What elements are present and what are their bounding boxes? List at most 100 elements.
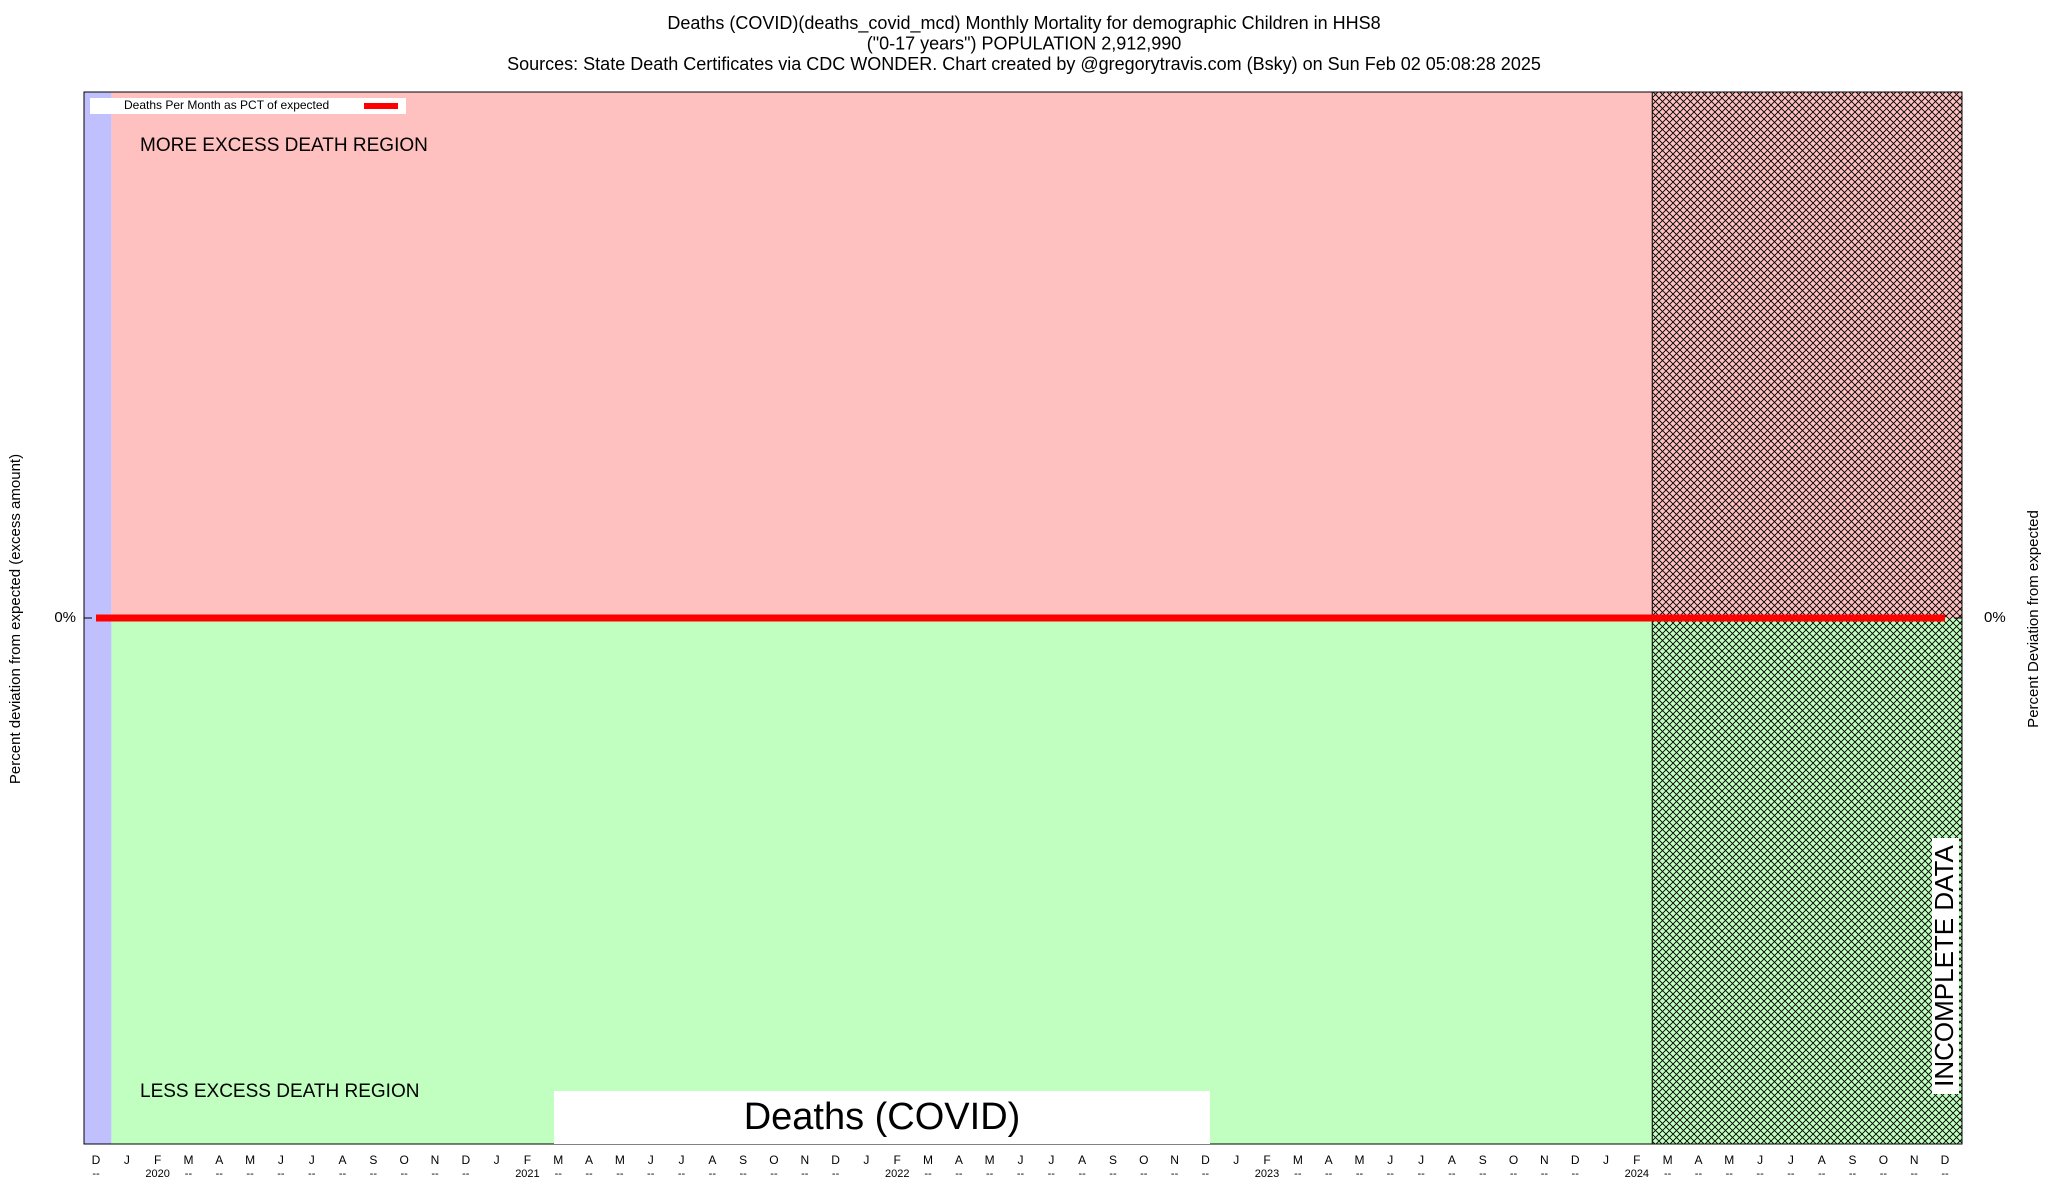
x-sublabel: -- <box>1078 1168 1086 1180</box>
x-sublabel: -- <box>431 1168 439 1180</box>
x-tick-label: D <box>1941 1153 1950 1167</box>
x-tick-label: N <box>431 1153 440 1167</box>
x-tick-label: J <box>863 1153 869 1167</box>
x-tick-label: A <box>215 1153 223 1167</box>
x-tick-label: N <box>1910 1153 1919 1167</box>
metric-label: Deaths (COVID) <box>744 1096 1021 1138</box>
x-tick-label: J <box>1048 1153 1054 1167</box>
x-tick-label: S <box>1109 1153 1117 1167</box>
x-sublabel: -- <box>1695 1168 1703 1180</box>
x-tick-label: A <box>1818 1153 1826 1167</box>
x-tick-label: M <box>1663 1153 1673 1167</box>
x-tick-label: A <box>1325 1153 1333 1167</box>
x-tick-label: M <box>1354 1153 1364 1167</box>
x-tick-label: J <box>309 1153 315 1167</box>
x-sublabel: -- <box>1479 1168 1487 1180</box>
x-tick-label: M <box>985 1153 995 1167</box>
x-sublabel: -- <box>1140 1168 1148 1180</box>
x-tick-label: S <box>739 1153 747 1167</box>
x-tick-label: M <box>553 1153 563 1167</box>
x-sublabel: -- <box>185 1168 193 1180</box>
x-sublabel: 2020 <box>145 1168 169 1180</box>
x-tick-label: J <box>679 1153 685 1167</box>
x-sublabel: -- <box>1448 1168 1456 1180</box>
x-sublabel: -- <box>1171 1168 1179 1180</box>
x-sublabel: -- <box>924 1168 932 1180</box>
x-tick-label: S <box>1479 1153 1487 1167</box>
x-sublabel: -- <box>1756 1168 1764 1180</box>
x-tick-label: F <box>154 1153 161 1167</box>
x-tick-label: J <box>648 1153 654 1167</box>
x-tick-label: F <box>1263 1153 1270 1167</box>
y2-axis-label: Percent Deviation from expected <box>2025 510 2042 728</box>
x-tick-label: D <box>92 1153 101 1167</box>
x-tick-label: F <box>1633 1153 1640 1167</box>
x-tick-label: J <box>1018 1153 1024 1167</box>
x-sublabel: -- <box>277 1168 285 1180</box>
x-tick-label: S <box>1849 1153 1857 1167</box>
x-sublabel: -- <box>1356 1168 1364 1180</box>
metric-box <box>554 1091 1210 1144</box>
x-tick-label: J <box>494 1153 500 1167</box>
x-sublabel: -- <box>1787 1168 1795 1180</box>
x-sublabel: -- <box>308 1168 316 1180</box>
x-tick-label: O <box>1139 1153 1148 1167</box>
x-sublabel: -- <box>1849 1168 1857 1180</box>
x-tick-label: J <box>1788 1153 1794 1167</box>
x-tick-label: M <box>1293 1153 1303 1167</box>
x-sublabel: -- <box>1048 1168 1056 1180</box>
x-tick-label: N <box>1540 1153 1549 1167</box>
x-tick-label: A <box>955 1153 963 1167</box>
x-sublabel: -- <box>678 1168 686 1180</box>
x-tick-label: J <box>124 1153 130 1167</box>
x-sublabel: -- <box>832 1168 840 1180</box>
x-sublabel: -- <box>555 1168 563 1180</box>
x-tick-label: A <box>708 1153 716 1167</box>
x-sublabel: -- <box>1880 1168 1888 1180</box>
x-tick-label: A <box>1448 1153 1456 1167</box>
x-sublabel: -- <box>1294 1168 1302 1180</box>
x-tick-label: O <box>769 1153 778 1167</box>
x-tick-label: D <box>1201 1153 1210 1167</box>
y2-tick-label: 0% <box>1984 609 2006 626</box>
below-region-label: LESS EXCESS DEATH REGION <box>140 1081 419 1102</box>
x-sublabel: -- <box>1911 1168 1919 1180</box>
x-sublabel: -- <box>462 1168 470 1180</box>
chart-title: Deaths (COVID)(deaths_covid_mcd) Monthly… <box>667 13 1380 34</box>
x-tick-label: O <box>1879 1153 1888 1167</box>
legend-label: Deaths Per Month as PCT of expected <box>124 98 329 112</box>
y-tick-label: 0% <box>54 609 76 626</box>
x-sublabel: -- <box>1664 1168 1672 1180</box>
x-sublabel: -- <box>339 1168 347 1180</box>
x-sublabel: -- <box>1941 1168 1949 1180</box>
y-axis-label: Percent deviation from expected (excess … <box>7 454 24 784</box>
x-tick-label: A <box>1078 1153 1086 1167</box>
x-tick-label: S <box>369 1153 377 1167</box>
x-sublabel: -- <box>216 1168 224 1180</box>
x-tick-label: J <box>1387 1153 1393 1167</box>
x-tick-label: J <box>1418 1153 1424 1167</box>
x-sublabel: -- <box>401 1168 409 1180</box>
x-tick-label: A <box>585 1153 593 1167</box>
x-sublabel: 2021 <box>515 1168 539 1180</box>
x-sublabel: -- <box>986 1168 994 1180</box>
x-sublabel: -- <box>1017 1168 1025 1180</box>
x-tick-label: J <box>1757 1153 1763 1167</box>
x-sublabel: -- <box>770 1168 778 1180</box>
legend-box <box>90 98 406 114</box>
x-sublabel: -- <box>955 1168 963 1180</box>
x-tick-label: J <box>1233 1153 1239 1167</box>
chart-title: Sources: State Death Certificates via CD… <box>507 54 1541 74</box>
x-tick-label: O <box>1509 1153 1518 1167</box>
x-sublabel: -- <box>370 1168 378 1180</box>
x-tick-label: N <box>800 1153 809 1167</box>
x-tick-label: D <box>461 1153 470 1167</box>
x-tick-label: F <box>524 1153 531 1167</box>
x-tick-label: A <box>339 1153 347 1167</box>
x-sublabel: -- <box>616 1168 624 1180</box>
x-tick-label: O <box>399 1153 408 1167</box>
x-sublabel: -- <box>801 1168 809 1180</box>
x-sublabel: -- <box>1726 1168 1734 1180</box>
x-tick-label: A <box>1694 1153 1702 1167</box>
